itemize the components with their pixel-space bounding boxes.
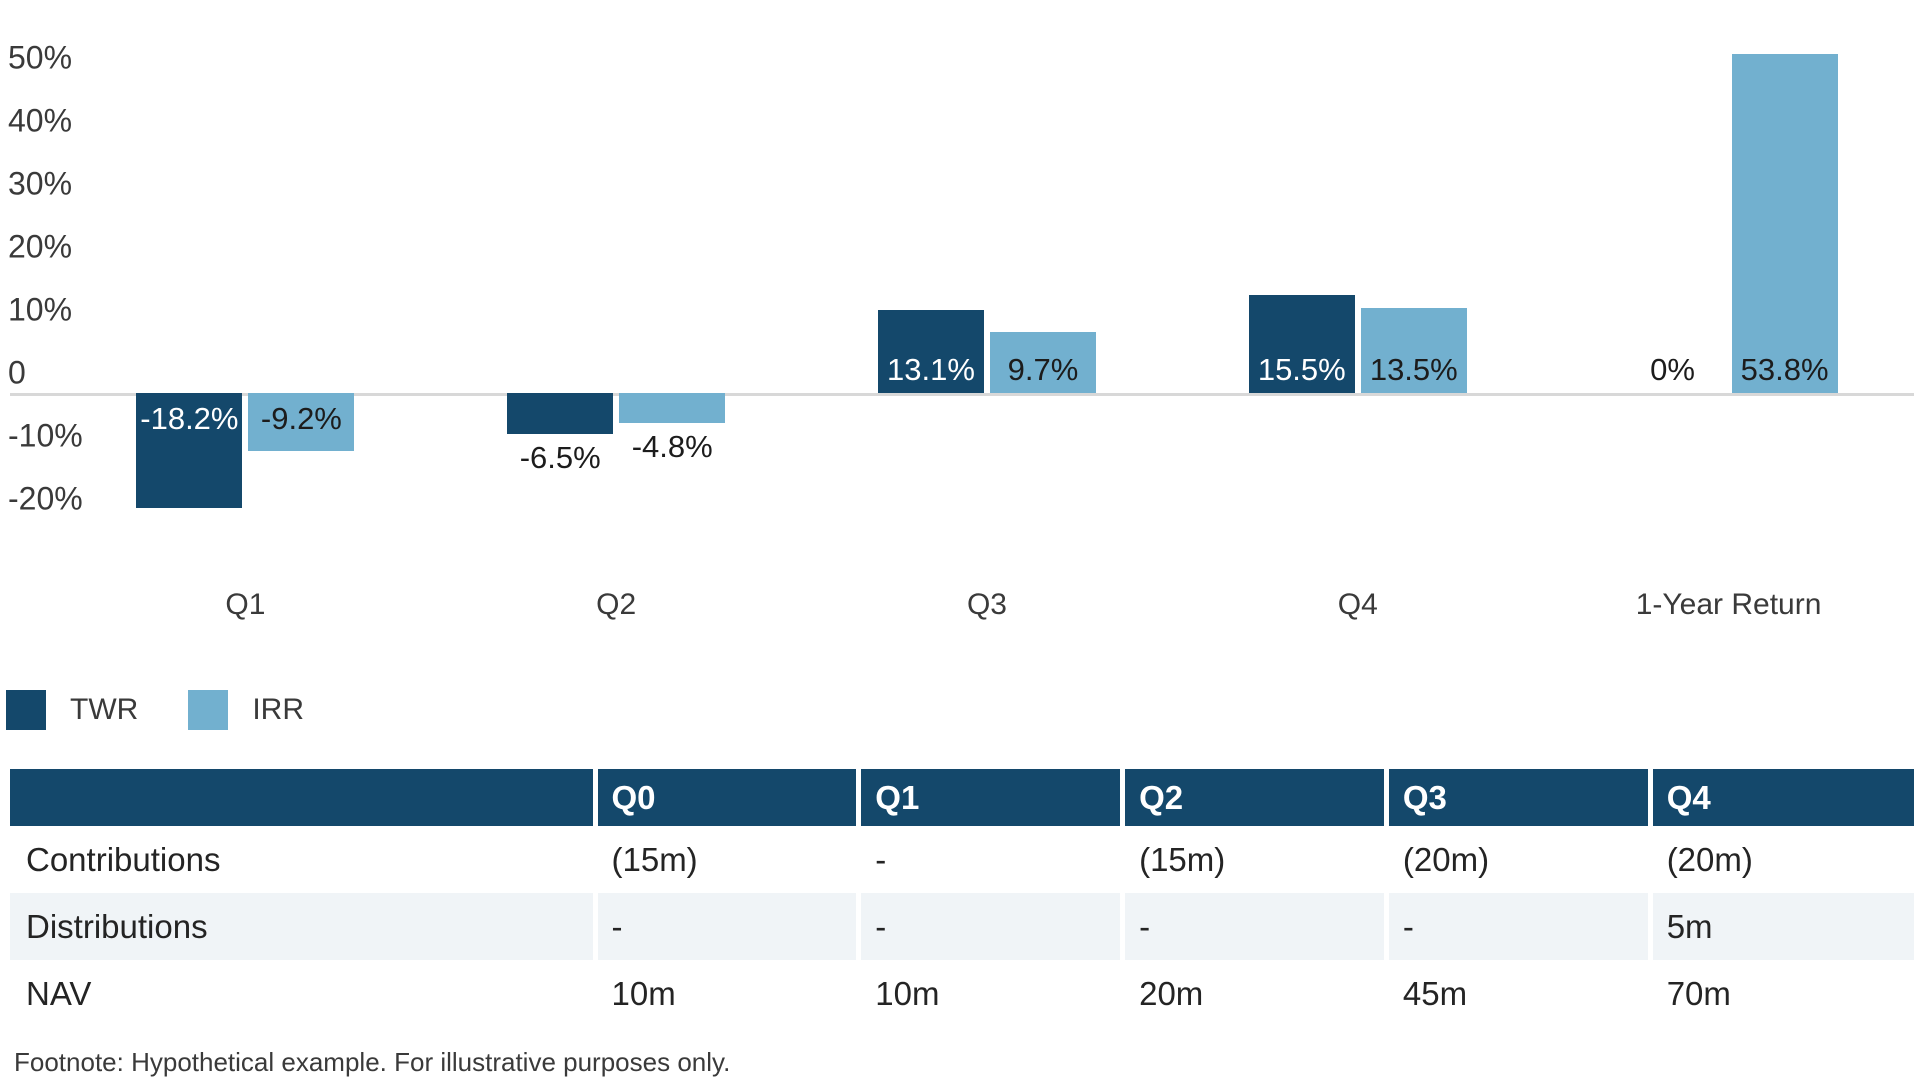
y-axis-tick-40: 40% [8,102,73,139]
cell-distributions-q0: - [592,893,859,960]
column-header-q0: Q0 [592,769,859,826]
row-label-distributions: Distributions [26,907,208,945]
zero-axis-line [10,393,1914,396]
legend-item-irr: IRR [188,690,304,730]
bar-group-q3: 13.1% 9.7% [802,20,1173,560]
cell-contributions-q2: (15m) [1120,826,1387,893]
cashflow-table: Q0 Q1 Q2 Q3 Q4 Contributions (15m) - (15m) (20m)… [10,769,1914,1027]
bar-irr-1-year-return: 53.8% [1731,54,1838,393]
row-label-contributions: Contributions [26,840,221,878]
x-axis-label-q3: Q3 [966,588,1007,621]
bar-twr-q2: -6.5% [507,393,614,475]
cell-distributions-q2: - [1120,893,1387,960]
cell-nav-q0: 10m [592,960,859,1027]
bar-irr-q4: 13.5% [1360,307,1467,393]
y-axis-tick-50: 50% [8,39,73,76]
y-axis-tick-20: -20% [8,480,83,517]
cell-distributions-q3: - [1383,893,1651,960]
plot-area: -18.2% -9.2% -6.5% -4.8% 13.1% 9.7% 15.5% 13.5%… [8,20,1914,560]
bar-value-label-irr-q3: 9.7% [1007,351,1079,387]
column-header-q2: Q2 [1120,769,1387,826]
bar-irr-q1: -9.2% [248,393,355,451]
bar-value-label-irr-q2: -4.8% [631,429,713,465]
quarterly-returns-bar-chart: -18.2% -9.2% -6.5% -4.8% 13.1% 9.7% 15.5% 13.5%… [0,20,1924,622]
cell-contributions-q1: - [856,826,1123,893]
table-row-distributions: Distributions - - - -5m [10,893,1914,960]
bar-group-q4: 15.5% 13.5% [1172,20,1543,560]
cell-nav-q1: 10m [856,960,1123,1027]
cell-contributions-q4: (20m) [1647,826,1914,893]
bar-value-label-twr-q2: -6.5% [519,439,601,475]
bar-group-q2: -6.5% -4.8% [431,20,802,560]
table-header: Q0 Q1 Q2 Q3 Q4 [10,769,1914,826]
bar-twr-q3: 13.1% [877,310,984,393]
bar-group-1-year-return: 0% 53.8% [1543,20,1914,560]
bar-irr-q2: -4.8% [619,393,726,464]
legend-label-twr: TWR [70,693,139,726]
x-axis-label-1-year-return: 1-Year Return [1635,588,1822,621]
bar-value-label-twr-q4: 15.5% [1257,351,1346,387]
bar-value-label-twr-q3: 13.1% [887,351,975,387]
table-body: Contributions (15m) - (15m) (20m) (20m) Distri… [10,826,1914,1027]
performance-report: -18.2% -9.2% -6.5% -4.8% 13.1% 9.7% 15.5% 13.5%… [0,20,1924,1078]
bar-irr-q3: 9.7% [989,331,1096,393]
bar-value-label-irr-q1: -9.2% [260,401,342,436]
bar-value-label-twr-q1: -18.2% [140,401,239,436]
cell-nav-q4: 70m [1647,960,1914,1027]
row-label-nav: NAV [26,974,92,1012]
bar-value-label-irr-1-year-return: 53.8% [1740,351,1829,387]
column-header-q1: Q1 [856,769,1123,826]
cell-distributions-q1: - [856,893,1123,960]
column-header-q4: Q4 [1647,769,1914,826]
x-axis-label-q4: Q4 [1337,588,1378,621]
legend: TWR IRR [6,690,1924,730]
x-axis-labels: Q1 Q2 Q3 Q4 1-Year Return [60,588,1914,622]
bar-twr-q1: -18.2% [136,393,243,508]
legend-swatch-irr [188,690,229,730]
y-axis-tick-30: 30% [8,165,73,202]
x-axis-label-q2: Q2 [596,588,637,621]
bar-group-q1: -18.2% -9.2% [60,20,431,560]
cell-nav-q2: 20m [1120,960,1387,1027]
footnote: Footnote: Hypothetical example. For illu… [14,1047,731,1077]
y-axis-tick-20: 20% [8,228,73,265]
bar-value-label-irr-q4: 13.5% [1369,351,1458,387]
table-row-nav: NAV 10m 10m 20m 45m 70m [10,960,1914,1027]
cell-distributions-q4: 5m [1647,893,1914,960]
x-axis-label-q1: Q1 [225,588,266,621]
legend-item-twr: TWR [6,690,138,730]
column-header-q3: Q3 [1383,769,1651,826]
bar-twr-q4: 15.5% [1248,295,1355,393]
legend-swatch-twr [6,690,46,730]
bar-groups: -18.2% -9.2% -6.5% -4.8% 13.1% 9.7% 15.5% 13.5%… [60,20,1914,560]
table-row-contributions: Contributions (15m) - (15m) (20m) (20m) [10,826,1914,893]
column-header-empty [10,769,595,826]
y-axis-tick-10: 10% [8,291,73,328]
cell-contributions-q3: (20m) [1383,826,1651,893]
table-header-row: Q0 Q1 Q2 Q3 Q4 [10,769,1914,826]
y-axis-tick-0: 0 [8,354,26,391]
bar-value-label-twr-1-year-return: 0% [1650,352,1695,387]
y-axis-tick-10: -10% [8,417,83,454]
cell-nav-q3: 45m [1383,960,1651,1027]
cell-contributions-q0: (15m) [592,826,859,893]
legend-label-irr: IRR [252,693,304,726]
